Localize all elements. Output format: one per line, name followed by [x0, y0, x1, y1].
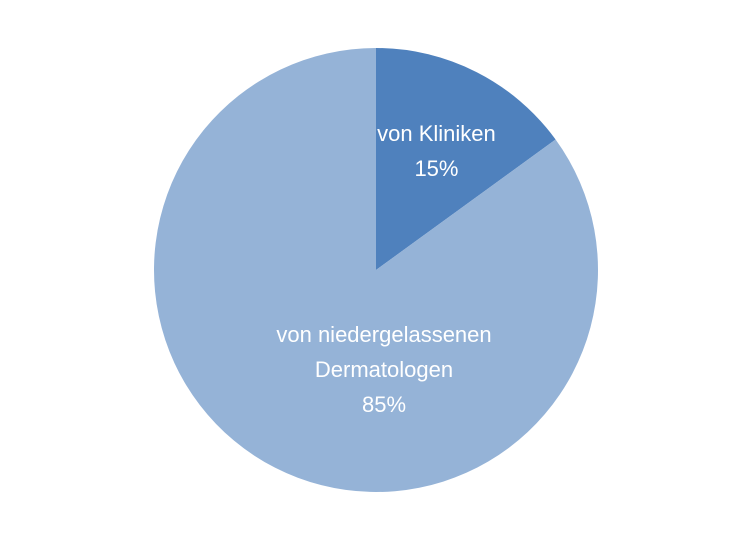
value-label: 85%	[361, 391, 407, 417]
slice-label: von Kliniken 15%	[356, 116, 516, 186]
category-label: von Kliniken	[377, 121, 496, 147]
slice-label: von niedergelassenen Dermatologen 85%	[254, 317, 514, 422]
value-label: 15%	[414, 156, 459, 182]
pie-slice	[376, 48, 556, 270]
category-label: von niedergelassenen Dermatologen	[276, 321, 492, 382]
pie-slice	[153, 48, 598, 492]
